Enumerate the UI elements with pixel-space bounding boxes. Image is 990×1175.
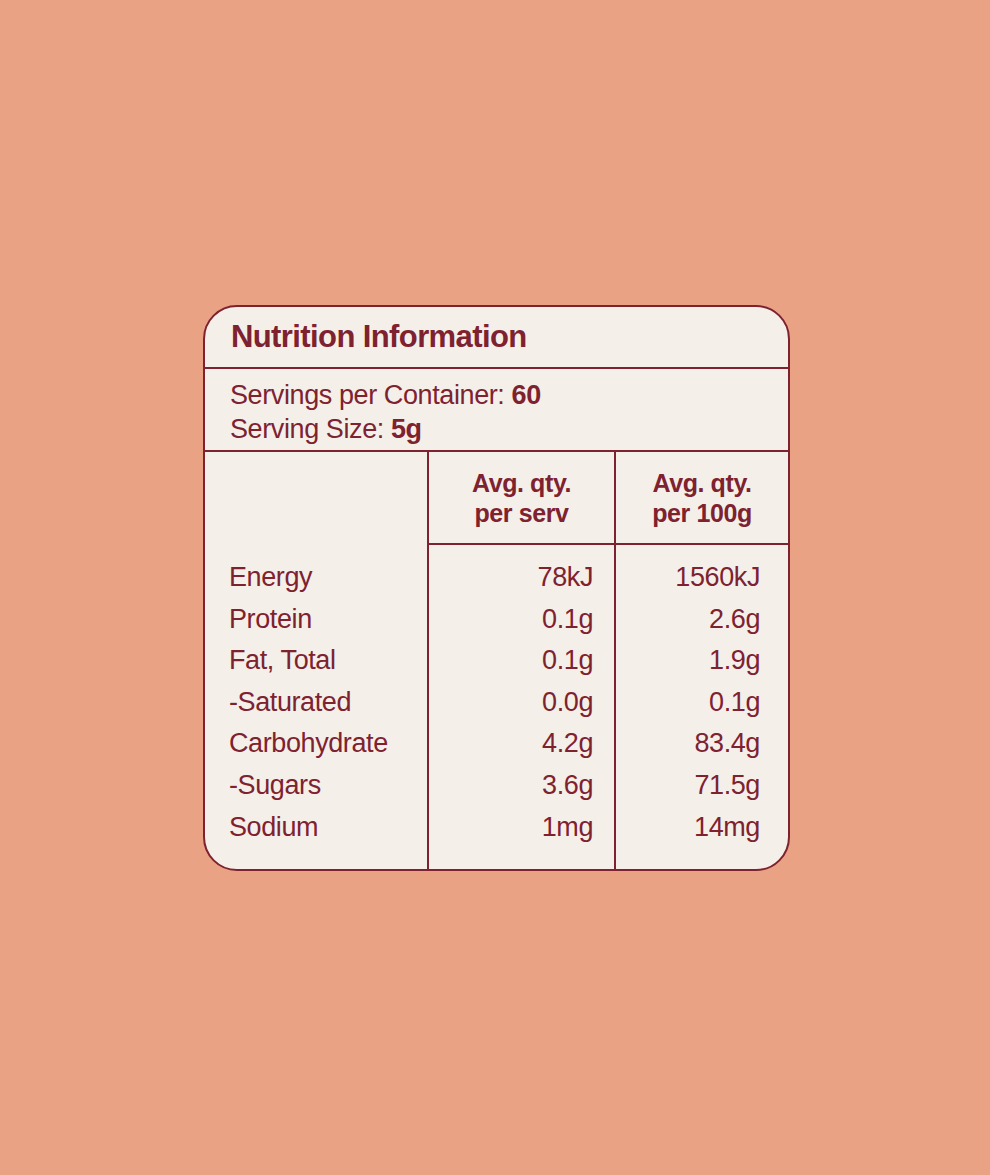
- card-title: Nutrition Information: [231, 319, 527, 355]
- per-100g-header-line1: Avg. qty.: [652, 468, 751, 498]
- per-serv-header-line2: per serv: [474, 498, 568, 528]
- row-label-energy: Energy: [205, 557, 427, 599]
- per-100g-header-line2: per 100g: [652, 498, 752, 528]
- value-carbohydrate-per-100g: 83.4g: [616, 723, 788, 765]
- card-title-section: Nutrition Information: [205, 307, 788, 369]
- serving-size-value: 5g: [391, 414, 422, 444]
- value-protein-per-100g: 2.6g: [616, 599, 788, 641]
- nutrition-information-card: Nutrition Information Servings per Conta…: [203, 305, 790, 871]
- value-fat-total-per-serv: 0.1g: [429, 640, 614, 682]
- row-label-carbohydrate: Carbohydrate: [205, 723, 427, 765]
- serving-size-label: Serving Size:: [230, 414, 384, 444]
- nutrition-table: Energy Protein Fat, Total -Saturated Car…: [205, 452, 788, 869]
- serving-size-line: Serving Size: 5g: [230, 412, 788, 446]
- value-energy-per-100g: 1560kJ: [616, 557, 788, 599]
- per-serv-column-header: Avg. qty. per serv: [429, 452, 614, 545]
- per-serv-header-line1: Avg. qty.: [472, 468, 571, 498]
- value-sodium-per-100g: 14mg: [616, 807, 788, 849]
- column-spacer: [205, 545, 427, 557]
- servings-per-container-line: Servings per Container: 60: [230, 378, 788, 412]
- page-background: Nutrition Information Servings per Conta…: [0, 0, 990, 1175]
- value-saturated-per-serv: 0.0g: [429, 682, 614, 724]
- row-label-sodium: Sodium: [205, 807, 427, 849]
- value-sodium-per-serv: 1mg: [429, 807, 614, 849]
- nutrient-column-header-empty: [205, 452, 427, 545]
- value-energy-per-serv: 78kJ: [429, 557, 614, 599]
- servings-per-container-label: Servings per Container:: [230, 380, 504, 410]
- value-protein-per-serv: 0.1g: [429, 599, 614, 641]
- value-sugars-per-serv: 3.6g: [429, 765, 614, 807]
- nutrient-name-column: Energy Protein Fat, Total -Saturated Car…: [205, 452, 427, 869]
- value-carbohydrate-per-serv: 4.2g: [429, 723, 614, 765]
- row-label-saturated: -Saturated: [205, 682, 427, 724]
- column-spacer: [429, 545, 614, 557]
- per-serv-column: Avg. qty. per serv 78kJ 0.1g 0.1g 0.0g 4…: [427, 452, 614, 869]
- value-saturated-per-100g: 0.1g: [616, 682, 788, 724]
- column-spacer: [616, 545, 788, 557]
- row-label-protein: Protein: [205, 599, 427, 641]
- value-fat-total-per-100g: 1.9g: [616, 640, 788, 682]
- row-label-fat-total: Fat, Total: [205, 640, 427, 682]
- per-100g-column-header: Avg. qty. per 100g: [616, 452, 788, 545]
- servings-section: Servings per Container: 60 Serving Size:…: [205, 369, 788, 453]
- value-sugars-per-100g: 71.5g: [616, 765, 788, 807]
- servings-per-container-value: 60: [512, 380, 541, 410]
- per-100g-column: Avg. qty. per 100g 1560kJ 2.6g 1.9g 0.1g…: [614, 452, 788, 869]
- row-label-sugars: -Sugars: [205, 765, 427, 807]
